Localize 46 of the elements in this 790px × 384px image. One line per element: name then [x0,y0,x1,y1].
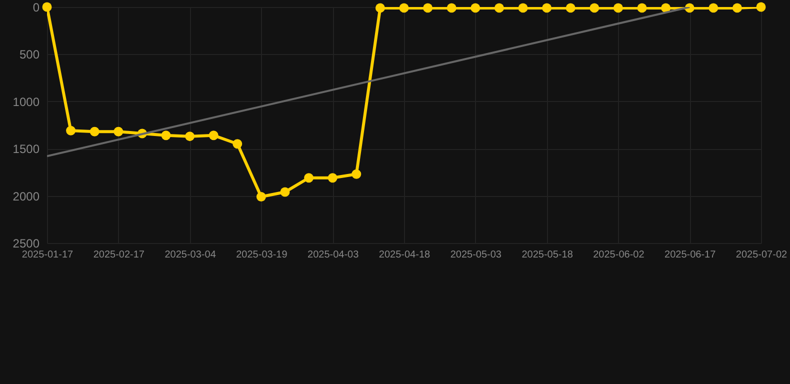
point [494,3,504,13]
point [399,3,409,13]
x-tick-label: 2025-03-19 [236,250,288,260]
point [566,3,576,13]
y-tick-label: 0 [32,0,40,14]
point [732,3,742,13]
x-tick-label: 2025-04-03 [308,250,360,260]
point [423,3,433,13]
point [232,139,242,149]
point [542,3,552,13]
point [185,132,195,142]
point [161,130,171,140]
point [328,173,338,183]
point [208,130,218,140]
x-tick-label: 2025-05-03 [450,250,502,260]
point [280,187,290,197]
y-tick-label: 2000 [12,189,40,204]
y-tick-label: 1000 [12,94,40,109]
x-tick-label: 2025-04-18 [378,250,431,260]
x-tick-label: 2025-06-02 [593,250,645,260]
point [352,169,362,179]
point [708,3,718,13]
point [756,2,766,12]
point [518,3,528,13]
point [256,192,266,202]
point [66,126,76,136]
point [42,2,52,12]
point [470,3,480,13]
point [637,3,647,13]
point [114,126,124,136]
y-tick-label: 1500 [12,142,40,156]
point [304,173,314,183]
point [590,3,600,13]
point [661,3,671,13]
point [446,3,456,13]
x-tick-label: 2025-01-17 [22,250,74,260]
point [90,126,100,136]
point [375,3,385,13]
x-tick-label: 2025-05-18 [522,250,574,260]
y-tick-label: 2500 [12,236,40,250]
point [613,3,623,13]
x-tick-label: 2025-06-17 [664,250,716,260]
x-tick-label: 2025-02-17 [93,250,145,260]
x-tick-label: 2025-07-02 [736,250,788,260]
y-tick-label: 500 [19,48,40,62]
x-tick-label: 2025-03-04 [164,250,216,260]
